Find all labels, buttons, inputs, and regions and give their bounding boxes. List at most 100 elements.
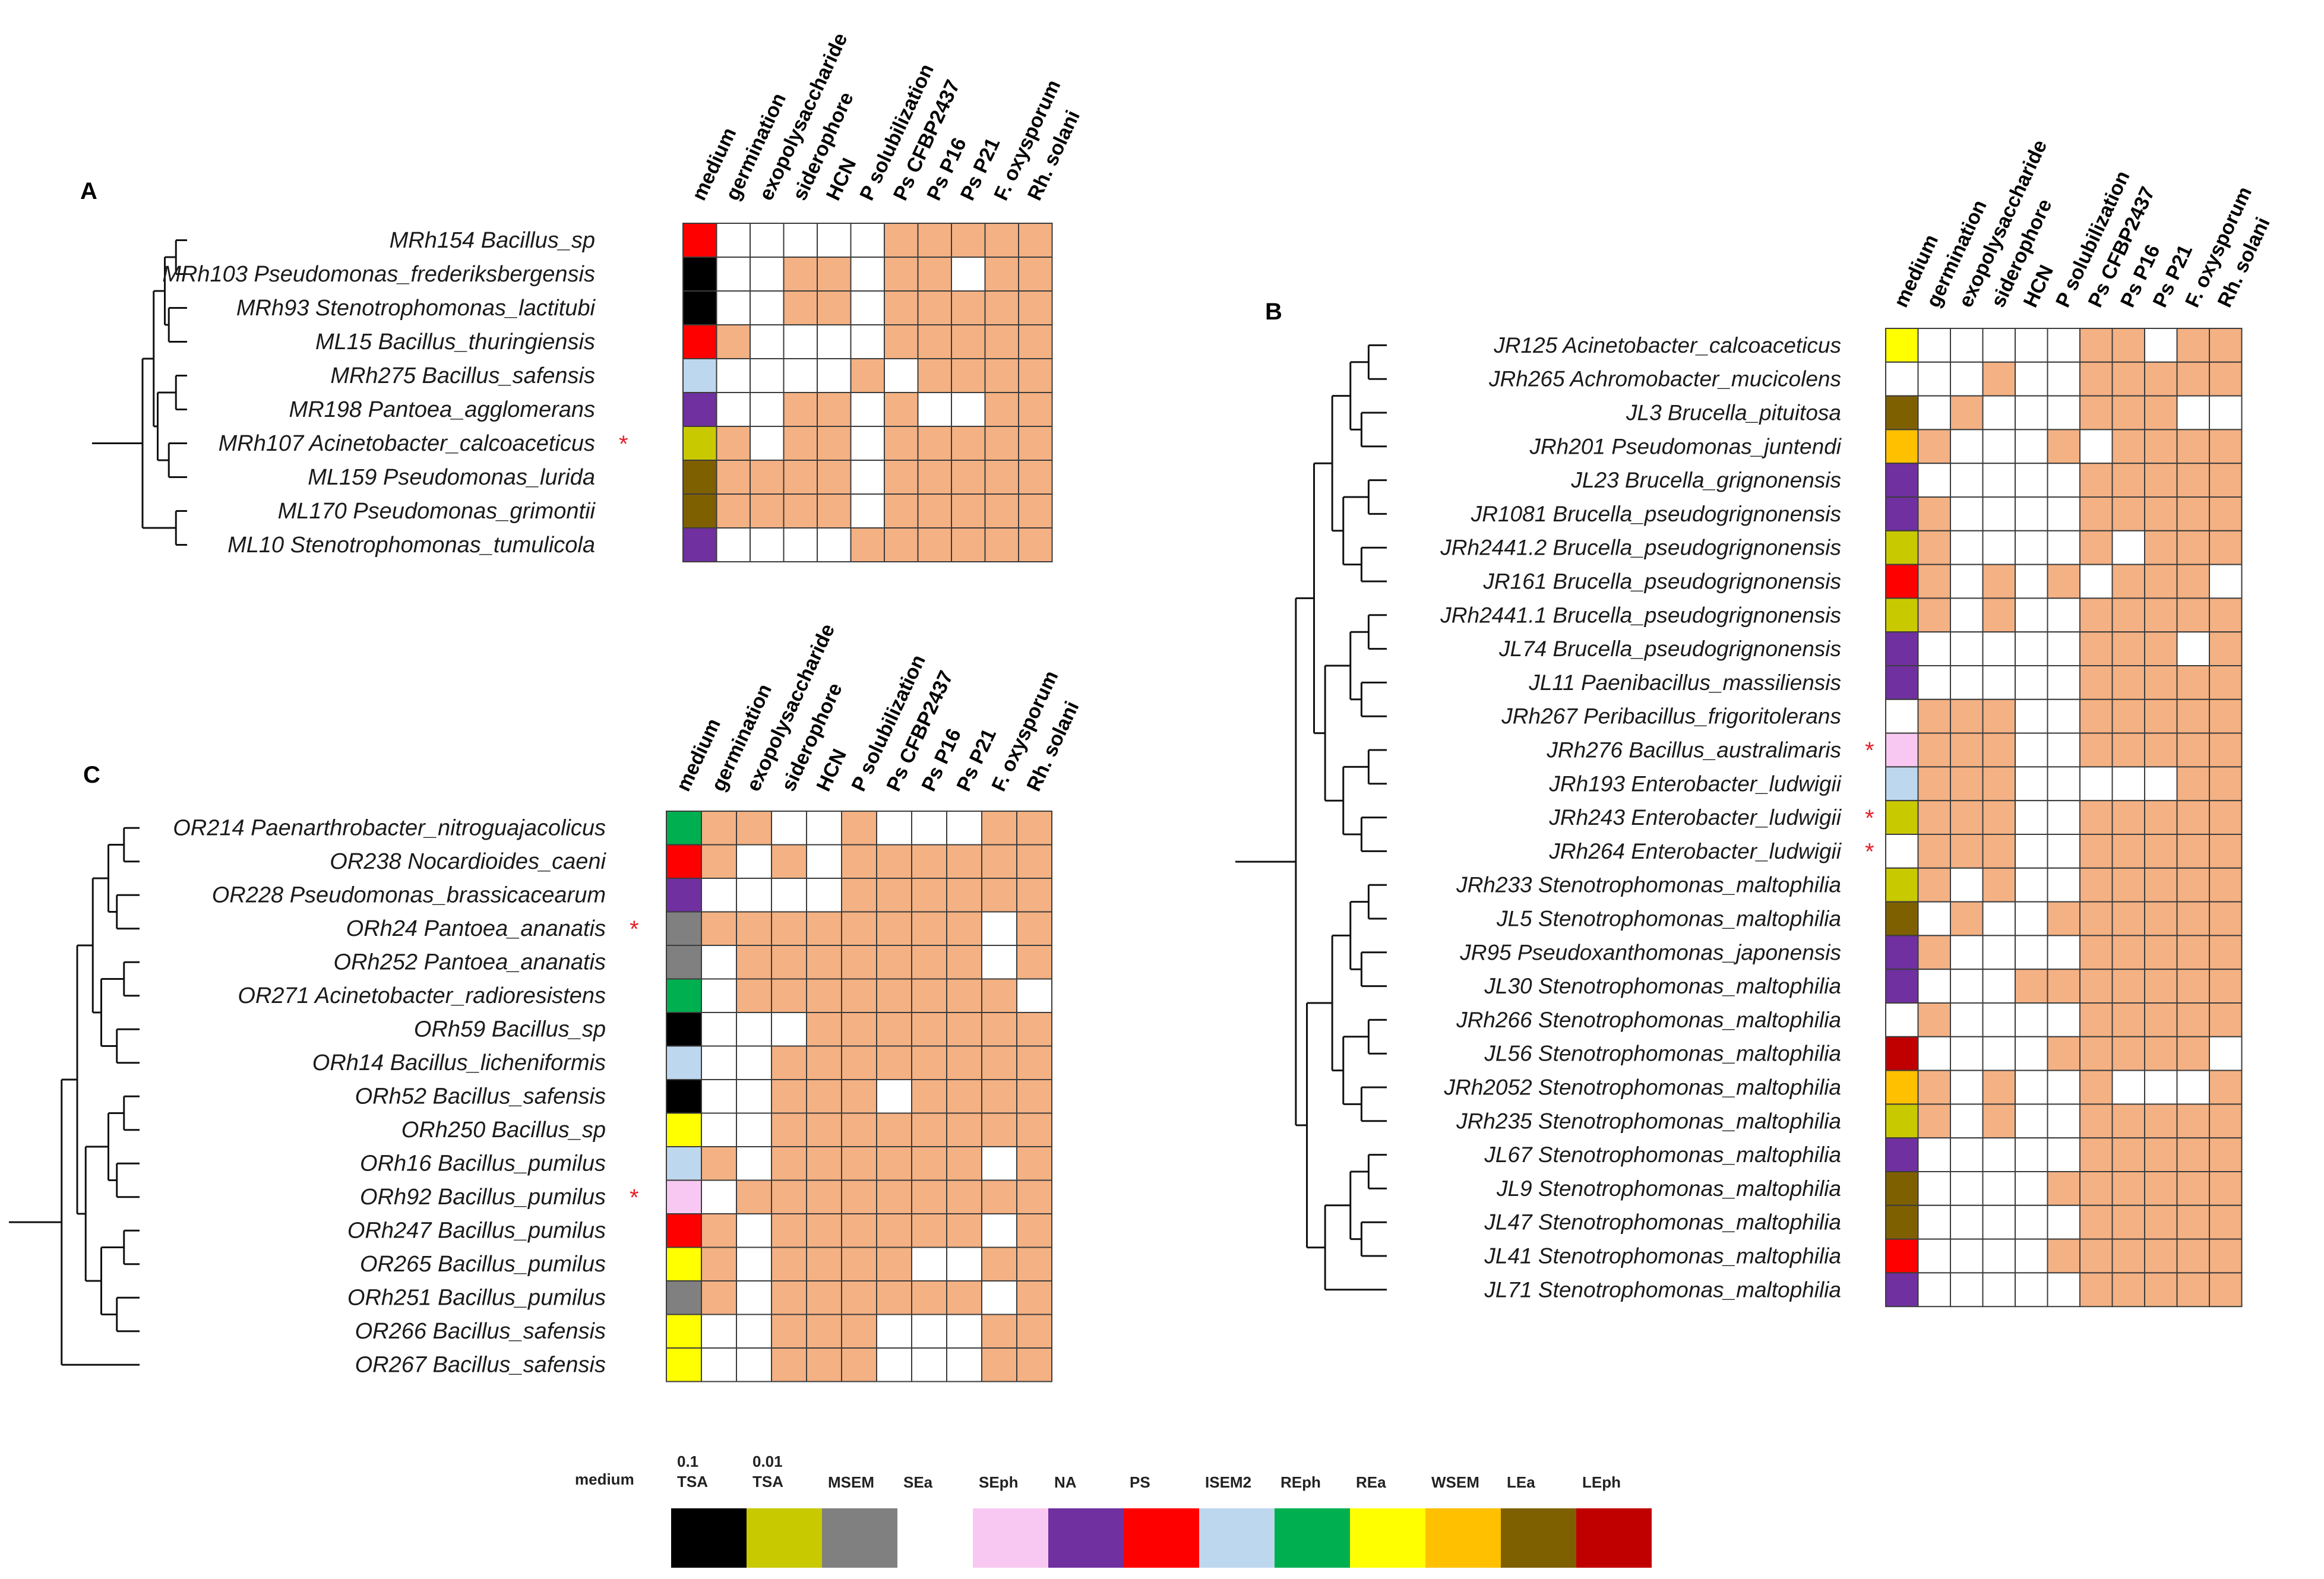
medium-cell <box>1885 631 1919 666</box>
trait-cell <box>1917 597 1951 633</box>
trait-cell <box>1018 257 1053 292</box>
trait-cell <box>917 358 952 393</box>
trait-cell <box>2144 1002 2178 1037</box>
trait-cell <box>750 527 785 562</box>
trait-cell <box>2209 1204 2243 1240</box>
medium-cell <box>1885 1069 1919 1105</box>
trait-cell <box>946 978 982 1013</box>
trait-cell <box>2047 969 2080 1004</box>
isolate-label: MRh93 Stenotrophomonas_lactitubi <box>236 296 596 321</box>
trait-cell <box>2144 328 2178 363</box>
trait-cell <box>1950 597 1984 633</box>
isolate-label: JRh243 Enterobacter_ludwigii <box>1548 805 1842 830</box>
trait-cell <box>736 878 772 913</box>
trait-cell <box>951 527 986 562</box>
trait-cell <box>876 1280 912 1315</box>
trait-cell <box>1982 732 2016 768</box>
trait-cell <box>806 1146 842 1181</box>
isolate-label: JRh264 Enterobacter_ludwigii <box>1548 839 1842 863</box>
trait-cell <box>2209 1137 2243 1172</box>
trait-cell <box>806 1179 842 1214</box>
trait-cell <box>1982 328 2016 363</box>
trait-cell <box>2047 698 2080 734</box>
trait-cell <box>817 527 852 562</box>
trait-cell <box>1016 1246 1052 1281</box>
trait-cell <box>750 324 785 359</box>
medium-cell <box>682 257 717 292</box>
trait-cell <box>984 392 1019 427</box>
trait-cell <box>736 945 772 980</box>
trait-cell <box>771 1012 807 1047</box>
isolate-label: ORh16 Bacillus_pumilus <box>360 1151 606 1176</box>
trait-cell <box>1982 867 2016 903</box>
trait-cell <box>2209 530 2243 565</box>
legend-swatch <box>1048 1508 1124 1568</box>
trait-cell <box>1982 463 2016 498</box>
trait-cell <box>1016 844 1052 879</box>
medium-cell <box>1885 597 1919 633</box>
trait-cell <box>817 290 852 325</box>
trait-cell <box>2079 564 2113 599</box>
trait-cell <box>750 426 785 461</box>
isolate-label: JL71 Stenotrophomonas_maltophilia <box>1484 1277 1841 1302</box>
trait-cell <box>984 527 1019 562</box>
trait-cell <box>884 324 919 359</box>
trait-cell <box>2144 969 2178 1004</box>
trait-cell <box>1016 811 1052 846</box>
trait-cell <box>1018 527 1053 562</box>
trait-cell <box>981 811 1017 846</box>
medium-cell <box>682 358 717 393</box>
trait-cell <box>2209 766 2243 802</box>
trait-cell <box>1982 800 2016 835</box>
trait-cell <box>946 1012 982 1047</box>
trait-cell <box>911 1246 947 1281</box>
trait-cell <box>2047 834 2080 869</box>
trait-cell <box>1982 564 2016 599</box>
trait-cell <box>2079 1272 2113 1308</box>
trait-cell <box>1950 732 1984 768</box>
trait-cell <box>841 945 877 980</box>
trait-cell <box>1917 867 1951 903</box>
trait-cell <box>2111 698 2145 734</box>
trait-cell <box>946 1246 982 1281</box>
trait-cell <box>1018 392 1053 427</box>
trait-cell <box>2111 496 2145 531</box>
trait-cell <box>1917 429 1951 464</box>
trait-cell <box>1917 1272 1951 1308</box>
trait-cell <box>981 1079 1017 1114</box>
trait-cell <box>2015 698 2048 734</box>
trait-cell <box>2015 1238 2048 1274</box>
trait-cell <box>2144 800 2178 835</box>
trait-cell <box>701 1146 737 1181</box>
trait-cell <box>911 844 947 879</box>
trait-cell <box>850 290 885 325</box>
legend-label: PS <box>1130 1473 1150 1491</box>
trait-cell <box>2015 361 2048 397</box>
trait-cell <box>701 811 737 846</box>
trait-cell <box>1950 901 1984 936</box>
trait-cell <box>951 358 986 393</box>
medium-cell <box>1885 530 1919 565</box>
isolate-label: JR1081 Brucella_pseudogrignonensis <box>1471 502 1841 526</box>
trait-cell <box>2144 395 2178 431</box>
trait-cell <box>876 945 912 980</box>
trait-cell <box>1018 358 1053 393</box>
trait-cell <box>2176 1137 2210 1172</box>
trait-cell <box>736 1246 772 1281</box>
trait-cell <box>2047 361 2080 397</box>
trait-cell <box>2111 969 2145 1004</box>
trait-cell <box>1982 530 2016 565</box>
trait-cell <box>701 945 737 980</box>
trait-cell <box>911 1079 947 1114</box>
trait-cell <box>2209 1238 2243 1274</box>
trait-cell <box>2111 328 2145 363</box>
trait-cell <box>850 392 885 427</box>
isolate-label: MRh275 Bacillus_safensis <box>330 363 595 388</box>
trait-cell <box>1950 935 1984 970</box>
trait-cell <box>1917 395 1951 431</box>
trait-cell <box>1982 1238 2016 1274</box>
isolate-label: JRh2441.2 Brucella_pseudogrignonensis <box>1440 536 1841 560</box>
trait-cell <box>951 426 986 461</box>
trait-cell <box>841 1314 877 1349</box>
